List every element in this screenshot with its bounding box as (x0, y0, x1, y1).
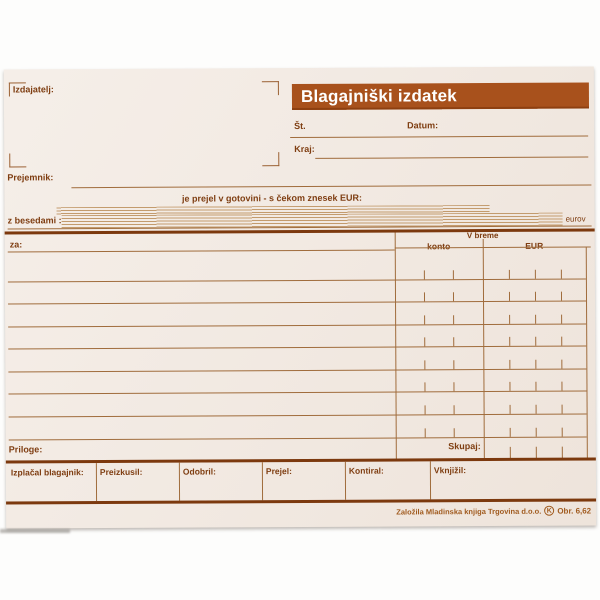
place-line (315, 156, 589, 159)
issuer-window-corner-bottom-right (262, 152, 280, 167)
signature-cell-divider (261, 462, 264, 501)
issuer-window-corner-bottom-left (9, 153, 27, 168)
in-words-label: z besedami : (7, 215, 62, 226)
form-footer: Založila Mladinska knjiga Trgovina d.o.o… (396, 505, 591, 516)
attachments-label: Priloge: (8, 444, 43, 455)
signature-cell-divider (344, 461, 347, 500)
received-statement: je prejel v gotovini - s čekom znesek EU… (181, 192, 363, 204)
signature-cell-cashier: Izplačal blagajnik: (10, 467, 84, 478)
rule-below-signatures (6, 498, 597, 505)
cash-disbursement-form: Izdajatelj: Blagajniški izdatek Št. Datu… (3, 66, 597, 529)
form-code: Obr. 6,62 (557, 505, 592, 516)
publisher-text: Založila Mladinska knjiga Trgovina d.o.o… (396, 506, 542, 516)
signature-cell-approved: Odobril: (182, 466, 216, 477)
signature-cell-booked: Vknjižil: (433, 465, 467, 476)
issuer-label: Izdajatelj: (12, 84, 54, 95)
scan-edge-smudge (0, 529, 70, 533)
signature-cell-divider (178, 462, 181, 501)
signature-cell-posted-account: Kontiral: (348, 465, 384, 476)
signature-cell-divider (429, 461, 432, 500)
form-title: Blagajniški izdatek (291, 82, 590, 111)
signature-cell-verified: Preizkusil: (99, 466, 143, 478)
for-label: za: (9, 239, 23, 250)
currency-word: eurov (565, 214, 586, 224)
for-header-line (7, 249, 395, 253)
total-label: Skupaj: (448, 441, 481, 452)
signature-cell-divider (95, 463, 98, 502)
place-label: Kraj: (294, 143, 315, 155)
header-konto-eur-divider (482, 239, 484, 248)
number-label: Št. (294, 120, 306, 132)
recipient-line (71, 184, 592, 189)
signature-cell-received: Prejel: (265, 466, 292, 477)
issuer-window-corner-top-right (261, 81, 279, 96)
date-label: Datum: (407, 120, 439, 131)
number-date-line (290, 135, 589, 139)
recipient-label: Prejemnik: (7, 172, 54, 183)
publisher-logo-icon: K (544, 505, 555, 516)
